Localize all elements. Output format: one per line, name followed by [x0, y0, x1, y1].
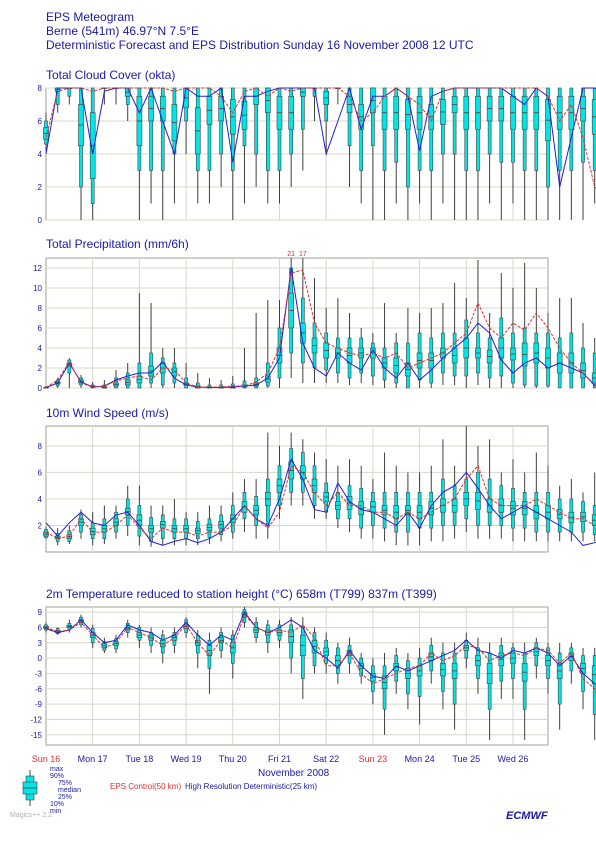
x-day-label: Mon 17 [78, 754, 108, 764]
precip-box-outer [592, 352, 596, 389]
precip-ytick-label: 12 [33, 264, 42, 273]
header-title: EPS Meteogram [46, 10, 135, 24]
month-label: November 2008 [258, 768, 330, 779]
temp-ytick-label: 0 [38, 654, 43, 663]
panel-title-precip: Total Precipitation (mm/6h) [46, 237, 189, 251]
temp-ytick-label: -12 [30, 715, 42, 724]
x-day-label: Fri 21 [268, 754, 291, 764]
legend-p90: 90% [50, 773, 65, 780]
precip-ytick-label: 8 [38, 304, 43, 313]
temp-ytick-label: 3 [38, 639, 43, 648]
temp-box-outer [592, 655, 596, 715]
panel-title-temperature: 2m Temperature reduced to station height… [46, 587, 437, 601]
x-day-label: Sun 16 [32, 754, 61, 764]
legend-median: median [58, 787, 81, 794]
cloud-control-line [45, 87, 596, 189]
temp-ytick-label: -3 [35, 669, 43, 678]
panel-title-wind: 10m Wind Speed (m/s) [46, 406, 169, 420]
precip-ytick-label: 10 [33, 284, 42, 293]
cloud-box-outer [207, 87, 212, 171]
temp-ytick-label: -9 [35, 700, 43, 709]
precip-box-outer [266, 362, 270, 387]
x-day-label: Wed 26 [498, 754, 529, 764]
header-subtitle: Deterministic Forecast and EPS Distribut… [46, 38, 474, 52]
precip-overflow-label: 21 [287, 251, 295, 258]
precip-control-line [45, 269, 596, 388]
x-day-label: Sun 23 [359, 754, 388, 764]
precip-ytick-label: 0 [38, 384, 43, 393]
cloud-box-outer [406, 87, 410, 188]
wind-ytick-label: 8 [38, 442, 43, 451]
precip-box-outer [137, 362, 142, 389]
ecmwf-logo: ECMWF [506, 810, 548, 822]
precip-box-outer [371, 342, 375, 377]
precip-box-outer [242, 380, 247, 389]
temp-ytick-label: -6 [35, 685, 43, 694]
legend-control: EPS Control(50 km) [110, 782, 182, 791]
precip-ytick-label: 4 [38, 344, 43, 353]
temp-control-line [45, 613, 596, 695]
legend-p10: 10% [50, 801, 65, 808]
precip-overflow-label: 17 [299, 251, 307, 258]
cloud-hires-line [45, 86, 596, 188]
temp-hires-line [45, 611, 596, 685]
precip-ytick-label: 2 [38, 364, 43, 373]
precip-hires-line [45, 267, 596, 388]
panel-title-cloud: Total Cloud Cover (okta) [46, 68, 176, 82]
cloud-ytick-label: 0 [38, 216, 43, 225]
x-day-label: Wed 19 [171, 754, 202, 764]
x-day-label: Tue 25 [452, 754, 480, 764]
x-day-label: Sat 22 [313, 754, 339, 764]
temp-ytick-label: 9 [38, 608, 43, 617]
cloud-ytick-label: 8 [38, 84, 43, 93]
x-day-label: Mon 24 [405, 754, 435, 764]
wind-frame [45, 425, 549, 553]
cloud-box-outer [67, 87, 72, 97]
header-location: Berne (541m) 46.97°N 7.5°E [46, 24, 200, 38]
legend-min: min [50, 808, 62, 815]
wind-ytick-label: 6 [38, 468, 43, 477]
footer-credit: Magics++ 2.2 [10, 812, 53, 819]
wind-control-line [45, 464, 596, 540]
legend-max: max [50, 766, 64, 773]
wind-ytick-label: 2 [38, 521, 43, 530]
legend-p25: 25% [58, 794, 73, 801]
x-day-label: Tue 18 [126, 754, 154, 764]
temp-box-outer [417, 657, 422, 697]
legend-p75: 75% [58, 780, 73, 787]
wind-hires-line [45, 457, 596, 546]
precip-ytick-label: 6 [38, 324, 43, 333]
precip-box-outer [67, 359, 72, 374]
x-day-label: Thu 20 [219, 754, 247, 764]
temp-ytick-label: -15 [30, 731, 42, 740]
temp-ytick-label: 6 [38, 623, 43, 632]
wind-ytick-label: 4 [38, 495, 43, 504]
cloud-ytick-label: 2 [38, 183, 43, 192]
legend-hires: High Resolution Deterministic(25 km) [185, 782, 318, 791]
cloud-ytick-label: 4 [38, 150, 43, 159]
precip-frame [45, 257, 549, 389]
cloud-ytick-label: 6 [38, 117, 43, 126]
